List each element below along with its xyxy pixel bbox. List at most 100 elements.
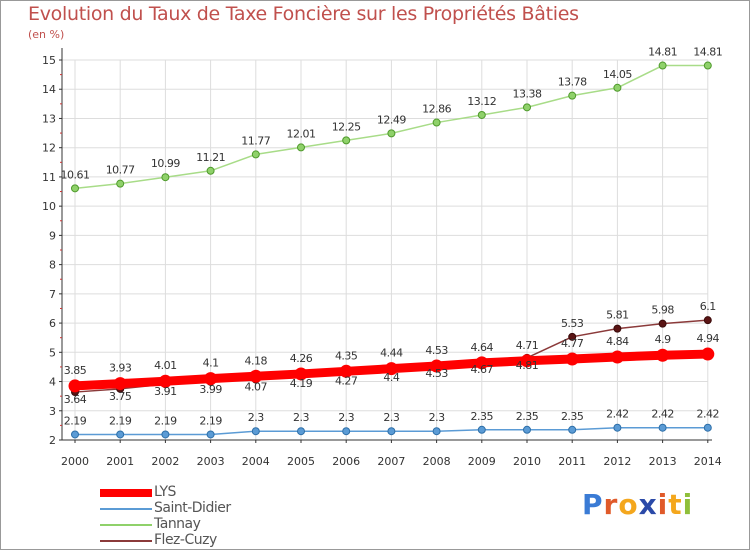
data-point [71, 184, 79, 193]
legend-swatch-lys [100, 489, 152, 497]
x-tick-label: 2004 [242, 455, 270, 468]
data-point [658, 319, 667, 328]
data-label: 4.94 [697, 332, 720, 345]
data-label: 2.19 [109, 414, 132, 427]
data-point [658, 423, 667, 432]
x-tick-label: 2008 [423, 455, 451, 468]
data-label: 2.19 [154, 414, 177, 427]
data-label: 3.93 [109, 362, 132, 375]
data-label: 4.27 [335, 375, 358, 388]
x-tick-label: 2002 [151, 455, 179, 468]
y-tick-label: 12 [42, 142, 56, 155]
data-point [520, 354, 534, 368]
data-point [703, 61, 712, 70]
y-tick-label: 5 [49, 346, 56, 359]
data-point [387, 427, 396, 436]
data-label: 3.91 [154, 385, 177, 398]
data-point [161, 173, 170, 182]
data-label: 2.3 [383, 411, 399, 424]
data-label: 14.81 [648, 46, 677, 59]
logo-letter: x [638, 488, 658, 521]
x-tick-label: 2007 [377, 455, 405, 468]
data-label: 4.71 [516, 339, 539, 352]
data-label: 12.01 [287, 127, 316, 140]
data-label: 2.42 [697, 408, 720, 421]
data-point [658, 61, 667, 70]
data-label: 4.4 [383, 371, 399, 384]
data-label: 4.77 [561, 337, 584, 350]
data-point [204, 372, 218, 386]
data-label: 4.53 [425, 367, 448, 380]
y-tick-label: 15 [42, 54, 56, 67]
y-tick-label: 7 [49, 288, 56, 301]
data-point [251, 427, 260, 436]
data-point [158, 374, 172, 388]
data-point [613, 423, 622, 432]
data-label: 12.86 [422, 103, 451, 116]
y-axis-unit: (en %) [28, 28, 65, 41]
data-label: 11.21 [196, 151, 225, 164]
data-point [477, 425, 486, 434]
data-point [113, 377, 127, 391]
data-label: 2.35 [561, 410, 584, 423]
data-label: 2.19 [64, 414, 87, 427]
y-tick-label: 14 [42, 83, 56, 96]
data-label: 3.64 [64, 393, 87, 406]
data-point [703, 316, 712, 325]
data-point [387, 129, 396, 138]
data-label: 4.9 [655, 333, 671, 346]
x-tick-label: 2014 [694, 455, 722, 468]
data-label: 2.35 [471, 410, 494, 423]
legend-swatch-saint-didier [100, 508, 152, 510]
data-point [297, 427, 305, 436]
data-point [701, 347, 715, 361]
data-labels: 2.19 2.19 2.19 2.19 2.3 2.3 2.3 2.3 2.3 2.35 2.35 2… [61, 46, 723, 428]
data-label: 2.3 [293, 411, 309, 424]
x-tick-label: 2003 [197, 455, 225, 468]
data-point [342, 136, 351, 145]
data-label: 2.42 [606, 408, 629, 421]
data-label: 4.53 [425, 344, 448, 357]
data-label: 10.77 [106, 164, 135, 177]
y-tick-label: 9 [49, 229, 56, 242]
data-point [71, 430, 79, 439]
data-point [116, 430, 125, 439]
data-point [523, 103, 531, 112]
data-label: 10.61 [61, 168, 90, 181]
y-tick-label: 10 [42, 200, 56, 213]
data-point [206, 166, 215, 175]
data-label: 4.84 [606, 335, 629, 348]
proxiti-logo: Proxiti [582, 488, 693, 521]
x-tick-label: 2010 [513, 455, 541, 468]
data-label: 2.3 [338, 411, 354, 424]
legend-swatch-flez-cuzy [100, 540, 152, 542]
x-tick-label: 2005 [287, 455, 315, 468]
data-point [568, 332, 577, 341]
data-point [613, 324, 622, 333]
y-tick-label: 4 [49, 376, 56, 389]
axes: 2 3 4 5 6 7 8 9 10 11 12 13 14 15 2000 2001 2002 2003 2004… [42, 48, 722, 468]
y-tick-label: 13 [42, 112, 56, 125]
data-label: 4.01 [154, 359, 177, 372]
x-tick-label: 2011 [558, 455, 586, 468]
data-point [384, 362, 398, 376]
y-tick-label: 3 [49, 405, 56, 418]
series-layer [68, 61, 715, 439]
data-label: 5.98 [651, 304, 674, 317]
x-tick-label: 2009 [468, 455, 496, 468]
y-tick-label: 6 [49, 317, 56, 330]
y-tick-label: 11 [42, 171, 56, 184]
data-point [432, 118, 441, 127]
data-point [297, 143, 305, 152]
data-point [703, 423, 712, 432]
data-label: 13.38 [513, 87, 542, 100]
data-label: 11.77 [241, 134, 270, 147]
chart-title: Evolution du Taux de Taxe Foncière sur l… [28, 3, 579, 25]
data-point [161, 430, 170, 439]
data-label: 2.3 [429, 411, 445, 424]
data-label: 2.35 [516, 410, 539, 423]
data-point [613, 83, 622, 92]
x-tick-label: 2006 [332, 455, 360, 468]
data-label: 4.26 [290, 352, 313, 365]
data-point [430, 359, 444, 373]
